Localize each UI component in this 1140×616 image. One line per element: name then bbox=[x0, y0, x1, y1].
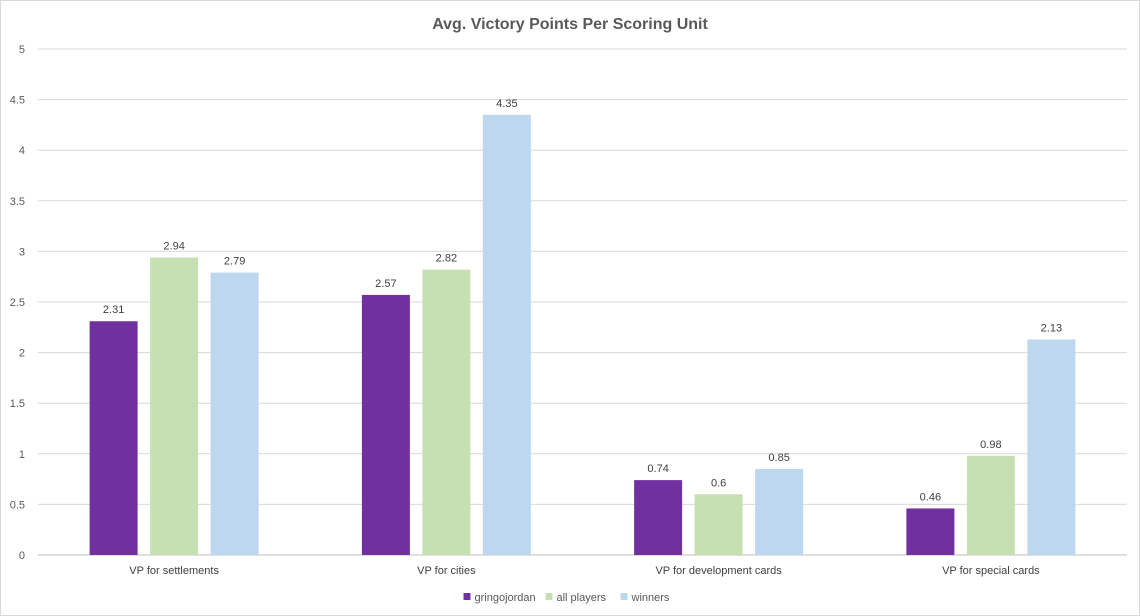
bar-winners bbox=[755, 468, 804, 555]
data-label: 2.82 bbox=[436, 253, 457, 265]
y-tick-label: 3 bbox=[19, 246, 25, 258]
legend-swatch bbox=[620, 593, 628, 600]
bar-gringojordan bbox=[89, 321, 138, 555]
category-label: VP for settlements bbox=[129, 565, 219, 577]
bar-gringojordan bbox=[634, 480, 683, 555]
bar-winners bbox=[482, 114, 531, 555]
data-label: 2.57 bbox=[375, 278, 396, 290]
data-label: 0.98 bbox=[980, 439, 1001, 451]
bar-all-players bbox=[422, 269, 471, 555]
y-tick-label: 0.5 bbox=[10, 499, 25, 511]
y-tick-label: 5 bbox=[19, 44, 25, 56]
data-label: 2.13 bbox=[1041, 322, 1062, 334]
legend: gringojordan all players winners bbox=[463, 592, 670, 604]
legend-label: winners bbox=[631, 592, 670, 604]
y-tick-label: 3.5 bbox=[10, 196, 25, 208]
legend-swatch bbox=[545, 593, 553, 600]
data-label: 2.31 bbox=[103, 304, 124, 316]
y-tick-label: 2.5 bbox=[10, 297, 25, 309]
y-tick-label: 1 bbox=[19, 449, 25, 461]
data-labels: 2.31 2.94 2.79 2.57 2.82 4.35 0.74 0.6 0.85 0.46 0… bbox=[103, 98, 1062, 504]
gridlines bbox=[38, 48, 1127, 556]
y-tick-label: 1.5 bbox=[10, 398, 25, 410]
y-axis-ticks: 0 0.5 1 1.5 2 2.5 3 3.5 4 4.5 5 bbox=[10, 44, 25, 562]
data-label: 2.79 bbox=[224, 256, 245, 268]
data-label: 0.85 bbox=[768, 452, 789, 464]
legend-swatch bbox=[463, 593, 471, 600]
y-tick-label: 4 bbox=[19, 145, 25, 157]
data-label: 0.46 bbox=[920, 491, 941, 503]
legend-label: gringojordan bbox=[475, 592, 536, 604]
y-tick-label: 0 bbox=[19, 550, 25, 562]
chart-title: Avg. Victory Points Per Scoring Unit bbox=[432, 16, 708, 33]
bar-all-players bbox=[694, 494, 743, 555]
bar-winners bbox=[210, 272, 259, 555]
data-label: 0.6 bbox=[711, 477, 726, 489]
category-label: VP for cities bbox=[417, 565, 476, 577]
data-label: 4.35 bbox=[496, 98, 517, 110]
data-label: 0.74 bbox=[647, 463, 668, 475]
legend-label: all players bbox=[557, 592, 607, 604]
bars bbox=[89, 114, 1076, 555]
y-tick-label: 4.5 bbox=[10, 95, 25, 107]
category-label: VP for special cards bbox=[942, 565, 1040, 577]
category-label: VP for development cards bbox=[655, 565, 782, 577]
bar-gringojordan bbox=[906, 508, 955, 555]
y-tick-label: 2 bbox=[19, 348, 25, 360]
bar-gringojordan bbox=[361, 294, 410, 555]
x-axis-categories: VP for settlements VP for cities VP for de… bbox=[129, 565, 1040, 577]
bar-winners bbox=[1027, 339, 1076, 555]
bar-all-players bbox=[966, 455, 1015, 555]
bar-all-players bbox=[150, 257, 199, 555]
data-label: 2.94 bbox=[163, 240, 184, 252]
